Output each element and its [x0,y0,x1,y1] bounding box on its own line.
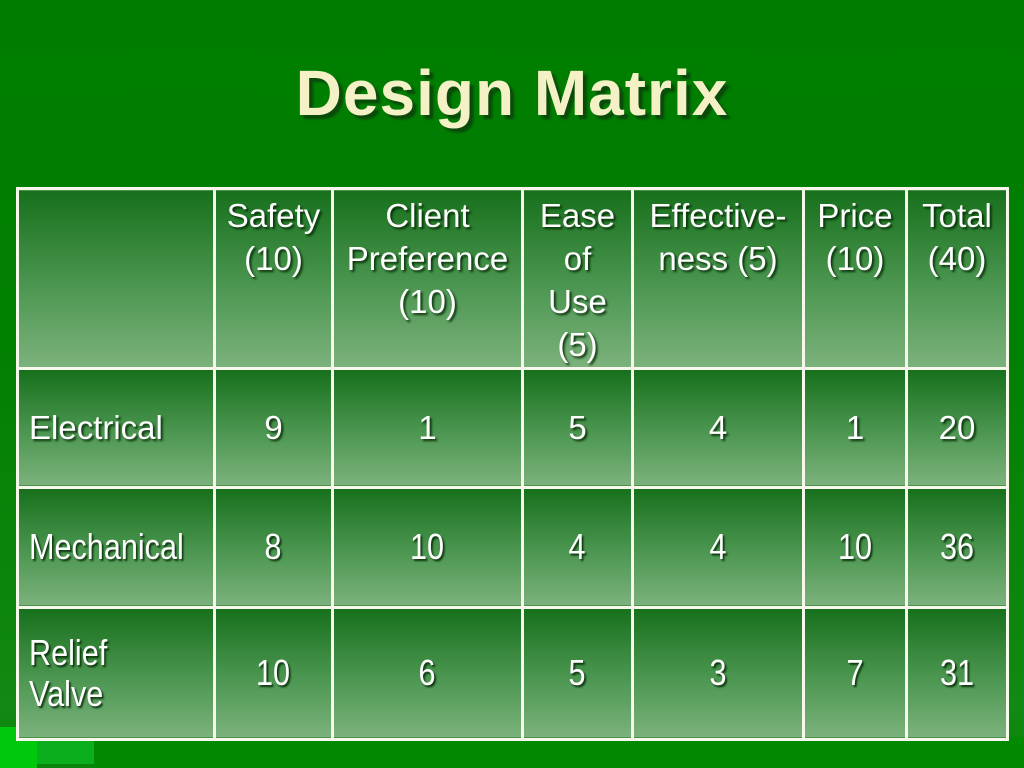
cell-text: Price (10) [817,197,893,277]
row-mechanical: Mechanical 8 10 4 4 10 36 [16,485,1009,609]
value-cell: 3 [631,605,805,741]
value-cell: 5 [521,605,634,741]
value-cell: 10 [331,485,524,609]
table-header-row: Safety (10) Client Preference (10) Ease … [16,187,1009,370]
value-cell: 4 [521,485,634,609]
accent-block-medium [37,736,94,764]
cell-text: Effective- ness (5) [649,197,787,277]
cell-text: 5 [568,408,587,446]
cell-text: 36 [939,526,975,568]
header-cell-effectiveness: Effective- ness (5) [631,187,805,370]
value-cell: 6 [331,605,524,741]
row-label-cell: Relief Valve [16,605,216,741]
value-cell: 10 [802,485,908,609]
design-matrix-table: Safety (10) Client Preference (10) Ease … [16,187,1009,741]
cell-text: 1 [845,408,865,446]
value-cell: 1 [802,366,908,489]
cell-text: 10 [256,652,291,694]
cell-text: Total (40) [922,197,992,277]
cell-text: 3 [709,652,727,694]
header-cell-safety: Safety (10) [213,187,334,370]
cell-text: 10 [410,526,445,568]
cell-text: 10 [837,526,873,568]
row-electrical: Electrical 9 1 5 4 1 20 [16,366,1009,489]
cell-text: 4 [568,526,587,568]
cell-text: Safety (10) [226,197,321,277]
value-cell: 31 [905,605,1009,741]
accent-bar-bottom [94,737,1024,768]
value-cell: 36 [905,485,1009,609]
header-cell-ease-of-use: Ease of Use (5) [521,187,634,370]
value-cell: 4 [631,485,805,609]
header-cell-price: Price (10) [802,187,908,370]
cell-text: 31 [939,652,975,694]
value-cell: 1 [331,366,524,489]
header-cell-client-preference: Client Preference (10) [331,187,524,370]
value-cell: 8 [213,485,334,609]
slide-title: Design Matrix [295,57,729,129]
cell-text: 6 [418,652,437,694]
row-relief-valve: Relief Valve 10 6 5 3 7 31 [16,605,1009,741]
cell-text: Electrical [29,408,163,446]
cell-text: 9 [264,408,283,446]
value-cell: 10 [213,605,334,741]
cell-text: 7 [846,652,864,694]
cell-text: 4 [708,408,728,446]
row-label-cell: Mechanical [16,485,216,609]
header-cell-blank [16,187,216,370]
value-cell: 9 [213,366,334,489]
value-cell: 5 [521,366,634,489]
cell-text: Relief Valve [29,631,108,715]
value-cell: 20 [905,366,1009,489]
value-cell: 4 [631,366,805,489]
cell-text: 20 [938,408,976,446]
cell-text: Ease of Use (5) [539,197,616,363]
cell-text: 1 [418,408,437,446]
cell-text: Client Preference (10) [346,197,509,320]
header-cell-total: Total (40) [905,187,1009,370]
cell-text: 5 [568,652,587,694]
row-label-cell: Electrical [16,366,216,489]
cell-text: 8 [264,526,283,568]
cell-text: 4 [709,526,727,568]
value-cell: 7 [802,605,908,741]
cell-text: Mechanical [29,526,184,568]
